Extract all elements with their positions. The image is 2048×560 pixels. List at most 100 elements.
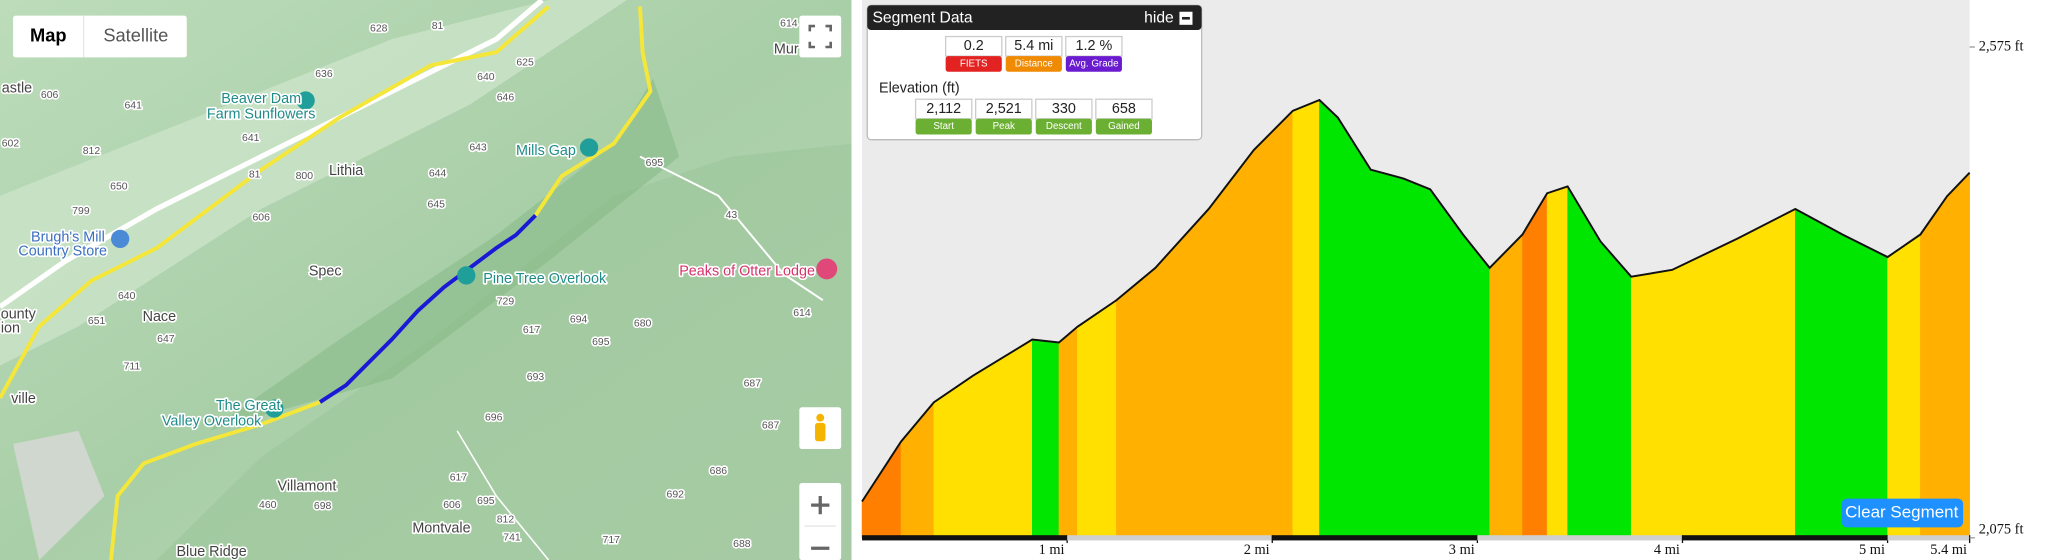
- elev-value: 2,112: [926, 101, 961, 117]
- route-shield: 711: [124, 362, 141, 373]
- fullscreen-button[interactable]: [799, 15, 842, 58]
- place-label: Spec: [309, 263, 342, 279]
- x-tick-label: 4 mi: [1654, 542, 1680, 558]
- elev-label: Descent: [1046, 121, 1082, 132]
- route-shield: 694: [570, 315, 588, 326]
- stat-value: 0.2: [964, 38, 984, 54]
- stat-value: 1.2 %: [1076, 38, 1113, 54]
- grade-band: [1077, 299, 1117, 539]
- place-label: astle: [2, 81, 32, 97]
- route-shield: 636: [315, 69, 333, 80]
- grade-band: [1842, 234, 1888, 539]
- fullscreen-icon: [808, 24, 832, 49]
- grade-band: [1546, 186, 1568, 539]
- axis-bar-segment: [1682, 535, 1888, 541]
- place-label: Brugh's Mill: [31, 229, 105, 245]
- route-shield: 643: [469, 142, 487, 153]
- grade-band: [1116, 267, 1156, 539]
- route-shield: 741: [503, 533, 521, 544]
- map-type-control: Map Satellite: [13, 15, 187, 58]
- elevation-line: [861, 98, 1971, 503]
- route-shield: 617: [450, 473, 468, 484]
- route-shield: 812: [83, 146, 101, 157]
- map[interactable]: 628 81 614 636 625 640 606 646 641 602 812 641 643 80…: [0, 0, 852, 560]
- axis-bar-segment: [862, 535, 1068, 541]
- stat-label: Distance: [1015, 59, 1053, 70]
- grade-band: [1737, 208, 1796, 539]
- poi-marker[interactable]: [457, 266, 476, 285]
- store-marker[interactable]: [111, 229, 130, 249]
- zoom-in[interactable]: [811, 496, 830, 515]
- grade-band: [1253, 110, 1294, 539]
- stat-label: Avg. Grade: [1069, 59, 1118, 70]
- elev-value: 658: [1112, 101, 1136, 117]
- lodge-marker[interactable]: [816, 258, 838, 280]
- route-shield: 641: [242, 133, 260, 144]
- stat-pill: [1065, 56, 1122, 72]
- satellite-button[interactable]: Satellite: [103, 24, 168, 45]
- x-tick-label: 5.4 mi: [1930, 542, 1967, 558]
- map-button[interactable]: Map: [30, 24, 67, 45]
- x-tick-label: 2 mi: [1244, 542, 1270, 558]
- route-shield: 651: [88, 316, 106, 327]
- route-shield: 614: [793, 308, 811, 319]
- parkway: [533, 6, 653, 217]
- poi-marker[interactable]: [265, 399, 284, 418]
- place-label: Mills Gap: [516, 143, 576, 159]
- elev-pill: [1095, 118, 1152, 135]
- route-shield: 602: [2, 138, 20, 149]
- place-label: Blue Ridge: [176, 544, 246, 560]
- valley: [0, 0, 627, 366]
- route-shield: 695: [592, 337, 610, 348]
- place-label: Farm Sunflowers: [207, 107, 316, 123]
- ridge: [208, 78, 680, 431]
- stat-pill: [945, 56, 1002, 72]
- clear-segment-button[interactable]: [1841, 498, 1964, 528]
- grade-band: [1292, 99, 1320, 539]
- route-shield: 81: [432, 21, 444, 32]
- elevation-profile: 1 mi 2 mi 3 mi 4 mi 5 mi 5.4 mi 2,575 ft 2,075 …: [861, 38, 2023, 558]
- x-tick-label: 1 mi: [1039, 542, 1065, 558]
- route-shield: 628: [370, 23, 388, 34]
- route-shield: 645: [428, 200, 446, 211]
- route-shield: 614: [780, 18, 798, 29]
- hide-button[interactable]: hide: [1144, 9, 1174, 26]
- route-shield: 696: [485, 412, 503, 423]
- pegman-head: [816, 413, 825, 422]
- grade-band: [1600, 240, 1632, 539]
- elev-pill: [975, 118, 1032, 135]
- place-label: Nace: [143, 309, 177, 325]
- poi-marker[interactable]: [296, 91, 315, 110]
- clear-segment-label[interactable]: Clear Segment: [1845, 502, 1958, 521]
- grade-band: [1946, 171, 1970, 539]
- mountains: [156, 143, 852, 560]
- parkway: [109, 400, 321, 560]
- place-label: Beaver Dam: [221, 91, 301, 107]
- stat-label: FIETS: [960, 59, 988, 70]
- route-shield: 617: [523, 325, 541, 336]
- route-shield: 460: [259, 500, 277, 511]
- elevation-title: Elevation (ft): [879, 81, 960, 97]
- town-area: [13, 430, 105, 560]
- selected-segment: [318, 214, 537, 404]
- stat-value: 5.4 mi: [1014, 38, 1053, 54]
- poi-marker[interactable]: [579, 138, 599, 157]
- elev-label: Start: [933, 121, 954, 132]
- axis-bar-segment: [1067, 535, 1273, 541]
- grade-band: [1319, 99, 1339, 539]
- route-shield: 647: [157, 334, 175, 345]
- grade-band: [1370, 169, 1404, 539]
- route-shield: 692: [667, 489, 685, 500]
- route-shield: 606: [41, 90, 59, 101]
- route-shield: 640: [477, 72, 495, 83]
- elev-label: Gained: [1108, 121, 1140, 132]
- route-shield: 81: [249, 170, 261, 181]
- place-label: Country Store: [18, 244, 107, 260]
- route-shield: 687: [762, 420, 780, 431]
- route-shield: 695: [477, 496, 495, 507]
- x-tick-label: 3 mi: [1449, 542, 1475, 558]
- x-tick-label: 5 mi: [1859, 542, 1885, 558]
- stat-pill: [1005, 56, 1062, 72]
- route-shield: 800: [296, 171, 314, 182]
